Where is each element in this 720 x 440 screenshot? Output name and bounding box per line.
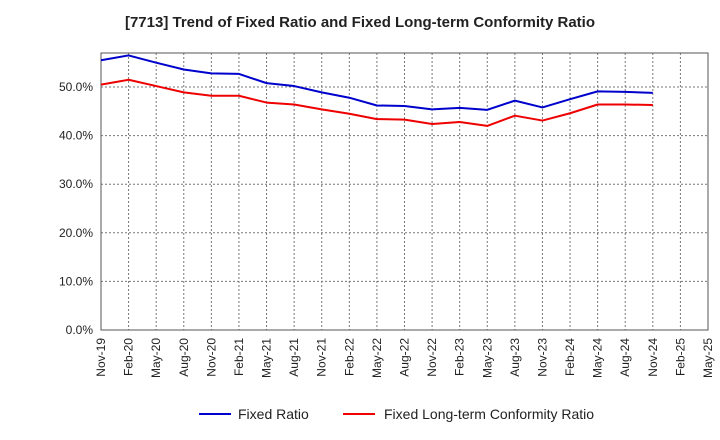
x-tick-label: May-22 bbox=[370, 338, 384, 378]
fixed-long-term-conformity-ratio-line bbox=[100, 78, 653, 127]
y-tick-label: 10.0% bbox=[59, 274, 93, 288]
x-tick-label: Aug-23 bbox=[508, 338, 522, 377]
x-tick-label: Nov-20 bbox=[204, 338, 218, 377]
y-tick-label: 50.0% bbox=[59, 80, 93, 94]
x-tick-label: Nov-21 bbox=[315, 338, 329, 377]
plot-area-frame bbox=[100, 52, 709, 331]
x-tick-label: Aug-22 bbox=[398, 338, 412, 377]
x-tick-label: Aug-24 bbox=[618, 338, 632, 377]
y-tick-label: 0.0% bbox=[66, 323, 94, 337]
x-tick-label: Nov-23 bbox=[535, 338, 549, 377]
legend-label: Fixed Long-term Conformity Ratio bbox=[384, 406, 594, 422]
axis-labels: 0.0% 10.0% 20.0% 30.0% 40.0% 50.0% Nov-19 Feb-2… bbox=[59, 80, 715, 378]
legend: Fixed Ratio Fixed Long-term Conformity Ra… bbox=[199, 406, 594, 422]
series-layer bbox=[100, 54, 653, 127]
x-tick-label: Feb-24 bbox=[563, 338, 577, 376]
x-tick-label: Aug-20 bbox=[177, 338, 191, 377]
fixed-ratio-line bbox=[100, 54, 653, 111]
x-tick-label: Feb-20 bbox=[122, 338, 136, 376]
x-tick-label: Nov-22 bbox=[425, 338, 439, 377]
y-tick-label: 20.0% bbox=[59, 226, 93, 240]
x-tick-label: May-25 bbox=[701, 338, 715, 378]
x-tick-label: Aug-21 bbox=[287, 338, 301, 377]
x-tick-label: Nov-24 bbox=[646, 338, 660, 377]
x-tick-label: Feb-22 bbox=[342, 338, 356, 376]
x-tick-label: Nov-19 bbox=[94, 338, 108, 377]
x-tick-label: May-23 bbox=[480, 338, 494, 378]
x-tick-label: Feb-21 bbox=[232, 338, 246, 376]
y-tick-label: 30.0% bbox=[59, 177, 93, 191]
x-tick-label: May-20 bbox=[149, 338, 163, 378]
y-tick-label: 40.0% bbox=[59, 129, 93, 143]
x-tick-label: May-24 bbox=[591, 338, 605, 378]
chart-title: [7713] Trend of Fixed Ratio and Fixed Lo… bbox=[124, 14, 596, 31]
grid bbox=[100, 53, 709, 331]
x-tick-label: May-21 bbox=[260, 338, 274, 378]
x-tick-label: Feb-25 bbox=[673, 338, 687, 376]
legend-label: Fixed Ratio bbox=[238, 406, 309, 422]
x-tick-label: Feb-23 bbox=[453, 338, 467, 376]
